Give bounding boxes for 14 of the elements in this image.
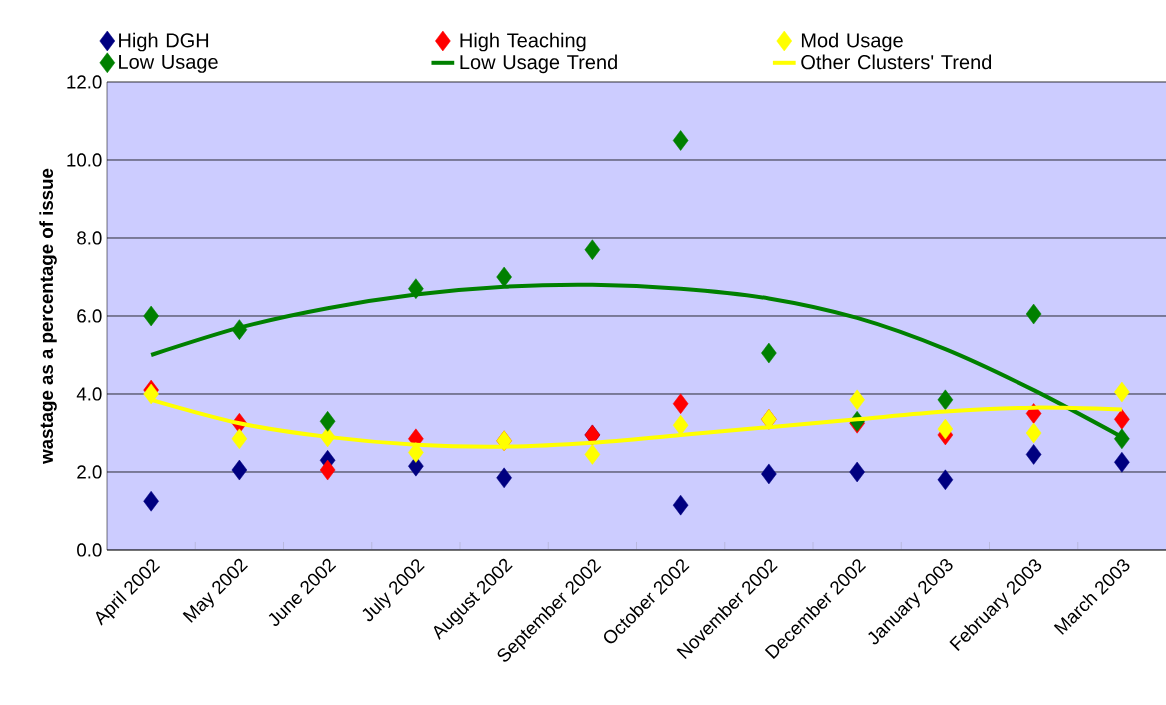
- y-tick-label: 8.0: [77, 231, 102, 245]
- legend-label: High DGH: [119, 32, 209, 52]
- y-tick-label: 4.0: [76, 387, 102, 401]
- legend-label: High Teaching: [460, 32, 586, 52]
- y-tick-label: 12.0: [67, 75, 102, 89]
- y-tick-label: 10.0: [67, 153, 102, 167]
- y-tick-label: 2.0: [77, 465, 102, 479]
- legend-label: Other Clusters' Trend: [801, 54, 992, 70]
- y-axis-title: wastage as a percentage of issue: [39, 168, 57, 464]
- y-tick-label: 6.0: [77, 309, 102, 323]
- y-tick-label: 0.0: [77, 543, 102, 557]
- legend-label: Low Usage Trend: [460, 54, 617, 74]
- legend-label: Mod Usage: [801, 32, 903, 52]
- legend-label: Low Usage: [119, 54, 218, 73]
